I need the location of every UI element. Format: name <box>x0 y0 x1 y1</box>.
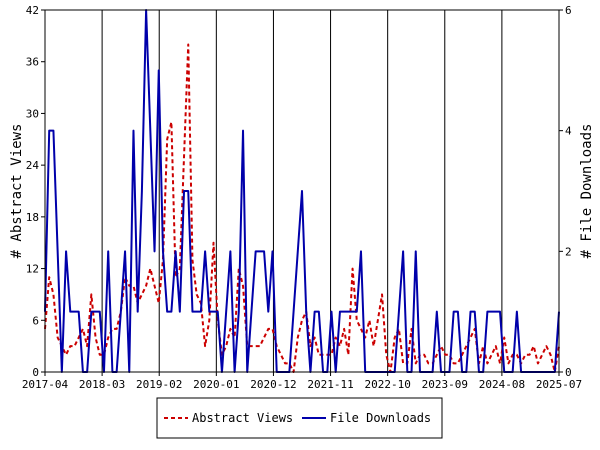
legend-box <box>156 397 443 439</box>
y-right-tick-label: 6 <box>565 4 572 17</box>
y-right-tick-label: 0 <box>565 366 572 379</box>
series-file-downloads-line <box>44 9 560 373</box>
x-tick-label: 2019-02 <box>136 378 182 391</box>
y-left-tick-label: 12 <box>26 263 39 276</box>
x-tick-label: 2021-11 <box>307 378 353 391</box>
y-axis-left-title: # Abstract Views <box>9 124 25 259</box>
y-left-tick-label: 0 <box>32 366 39 379</box>
axes: 2017-04 2018-03 2019-02 2020-01 2020-12 2021-… <box>22 4 582 391</box>
legend-file-downloads-label: File Downloads <box>330 411 431 425</box>
y-left-tick-label: 36 <box>26 56 39 69</box>
legend-abstract-views-label: Abstract Views <box>192 411 293 425</box>
x-tick-label: 2017-04 <box>22 378 69 391</box>
x-tick-label: 2023-09 <box>422 378 468 391</box>
y-left-tick-label: 42 <box>26 4 39 17</box>
y-right-tick-label: 4 <box>565 125 572 138</box>
x-tick-label: 2020-12 <box>250 378 296 391</box>
legend: Abstract Views File Downloads <box>156 397 443 439</box>
y-left-tick-label: 18 <box>26 211 39 224</box>
x-tick-label: 2018-03 <box>79 378 125 391</box>
y-left-tick-label: 6 <box>32 314 39 327</box>
y-left-tick-label: 30 <box>26 107 39 120</box>
series-layer <box>44 9 560 373</box>
y-left-tick-label: 24 <box>26 159 40 172</box>
y-axis-right-title: # File Downloads <box>579 124 595 259</box>
x-tick-label: 2020-01 <box>193 378 239 391</box>
x-tick-label: 2025-07 <box>536 378 582 391</box>
x-tick-label: 2024-08 <box>479 378 525 391</box>
x-tick-label: 2022-10 <box>364 378 410 391</box>
y-right-tick-label: 2 <box>565 245 572 258</box>
plot-frame <box>44 9 560 373</box>
